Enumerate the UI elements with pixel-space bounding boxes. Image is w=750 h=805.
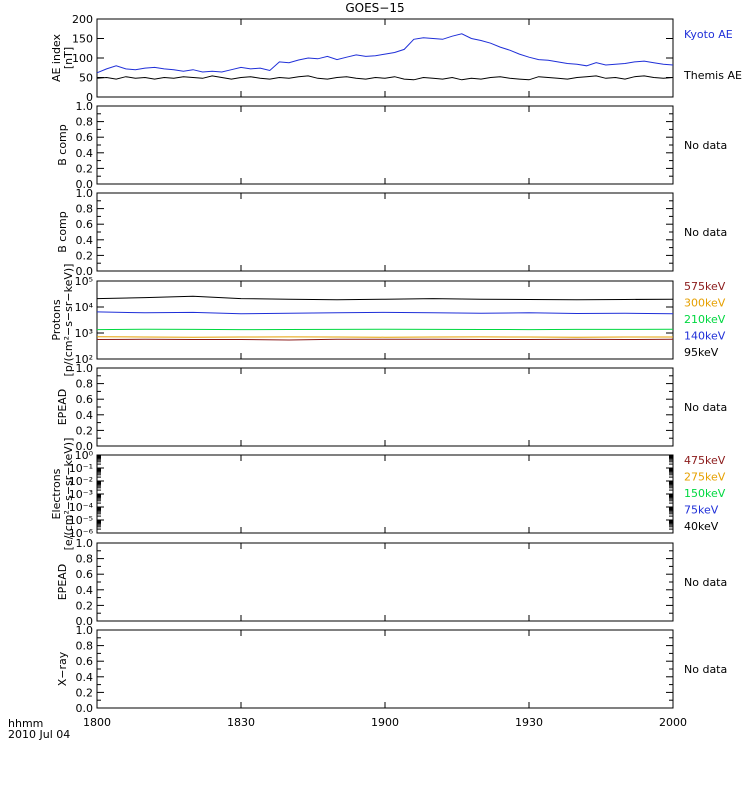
series-line-140kev xyxy=(97,312,673,314)
chart-title: GOES−15 xyxy=(0,1,750,15)
ytick-label-ae: 50 xyxy=(79,72,93,85)
legend-label: No data xyxy=(684,226,727,239)
series-line-kyoto-ae xyxy=(97,34,673,73)
xtick-label: 2000 xyxy=(659,716,687,729)
legend-label: 575keV xyxy=(684,280,726,293)
legend-label: 150keV xyxy=(684,487,726,500)
ylabel-epead2: EPEAD xyxy=(56,564,69,601)
ytick-label-epead1: 1.0 xyxy=(76,362,94,375)
ytick-label-epead2: 0.6 xyxy=(76,568,94,581)
legend-label: 300keV xyxy=(684,297,726,310)
ytick-label-xray: 0.2 xyxy=(76,686,94,699)
legend-label: No data xyxy=(684,139,727,152)
legend-label: 210keV xyxy=(684,313,726,326)
panel-frame-b2 xyxy=(97,193,673,271)
xtick-label: 1800 xyxy=(83,716,111,729)
ytick-label-b1: 0.2 xyxy=(76,162,94,175)
ytick-label-epead1: 0.2 xyxy=(76,424,94,437)
ytick-label-protons: 10⁵ xyxy=(75,275,93,288)
legend-label: 40keV xyxy=(684,520,719,533)
panel-frame-xray xyxy=(97,630,673,708)
panel-frame-ae xyxy=(97,19,673,97)
ytick-label-protons: 10⁴ xyxy=(75,301,94,314)
legend-label: 95keV xyxy=(684,346,719,359)
xtick-label: 1900 xyxy=(371,716,399,729)
panel-frame-epead1 xyxy=(97,368,673,446)
panel-frame-electrons xyxy=(97,455,673,533)
legend-label: No data xyxy=(684,576,727,589)
ytick-label-epead1: 0.4 xyxy=(76,409,94,422)
ytick-label-b1: 0.6 xyxy=(76,131,94,144)
ytick-label-b1: 0.4 xyxy=(76,147,94,160)
series-line-575kev xyxy=(97,339,673,340)
ylabel-ae: [nT] xyxy=(62,47,75,69)
legend-label: No data xyxy=(684,663,727,676)
series-line-themis-ae xyxy=(97,76,673,80)
ytick-label-xray: 0.0 xyxy=(76,702,94,715)
ytick-label-epead2: 0.8 xyxy=(76,553,94,566)
legend-label: Themis AE xyxy=(683,69,742,82)
ytick-label-epead1: 0.6 xyxy=(76,393,94,406)
ytick-label-xray: 0.4 xyxy=(76,671,94,684)
ytick-label-xray: 1.0 xyxy=(76,624,94,637)
ytick-label-b1: 1.0 xyxy=(76,100,94,113)
legend-label: 275keV xyxy=(684,471,726,484)
ytick-label-b1: 0.8 xyxy=(76,116,94,129)
legend-label: 140keV xyxy=(684,330,726,343)
series-line-300kev xyxy=(97,337,673,338)
ytick-label-b2: 0.6 xyxy=(76,218,94,231)
date-label: 2010 Jul 04 xyxy=(8,728,70,741)
ytick-label-protons: 10³ xyxy=(75,327,93,340)
ylabel-protons: [p/(cm²−s−sr−keV)] xyxy=(62,264,75,377)
ytick-label-epead1: 0.8 xyxy=(76,378,94,391)
ylabel-electrons: [e/(cm²−s−sr−keV)] xyxy=(62,438,75,551)
ylabel-b2: B comp xyxy=(56,211,69,253)
ytick-label-epead2: 0.2 xyxy=(76,599,94,612)
xtick-label: 1930 xyxy=(515,716,543,729)
ytick-label-b2: 0.2 xyxy=(76,249,94,262)
series-line-95kev xyxy=(97,296,673,300)
legend-label: 75keV xyxy=(684,504,719,517)
ytick-label-epead2: 0.4 xyxy=(76,584,94,597)
ytick-label-b2: 0.4 xyxy=(76,234,94,247)
ytick-label-b2: 0.8 xyxy=(76,203,94,216)
ytick-label-b2: 1.0 xyxy=(76,187,94,200)
panel-frame-epead2 xyxy=(97,543,673,621)
xtick-label: 1830 xyxy=(227,716,255,729)
ylabel-epead1: EPEAD xyxy=(56,389,69,426)
legend-label: Kyoto AE xyxy=(684,28,733,41)
ytick-label-xray: 0.8 xyxy=(76,640,94,653)
legend-label: No data xyxy=(684,401,727,414)
panel-frame-b1 xyxy=(97,106,673,184)
ytick-label-ae: 100 xyxy=(72,52,93,65)
ylabel-b1: B comp xyxy=(56,124,69,166)
ytick-label-epead2: 1.0 xyxy=(76,537,94,550)
panel-frame-protons xyxy=(97,281,673,359)
ytick-label-xray: 0.6 xyxy=(76,655,94,668)
ytick-label-ae: 150 xyxy=(72,33,93,46)
legend-label: 475keV xyxy=(684,454,726,467)
ytick-label-electrons: 10⁰ xyxy=(75,449,94,462)
ylabel-xray: X−ray xyxy=(56,651,69,686)
